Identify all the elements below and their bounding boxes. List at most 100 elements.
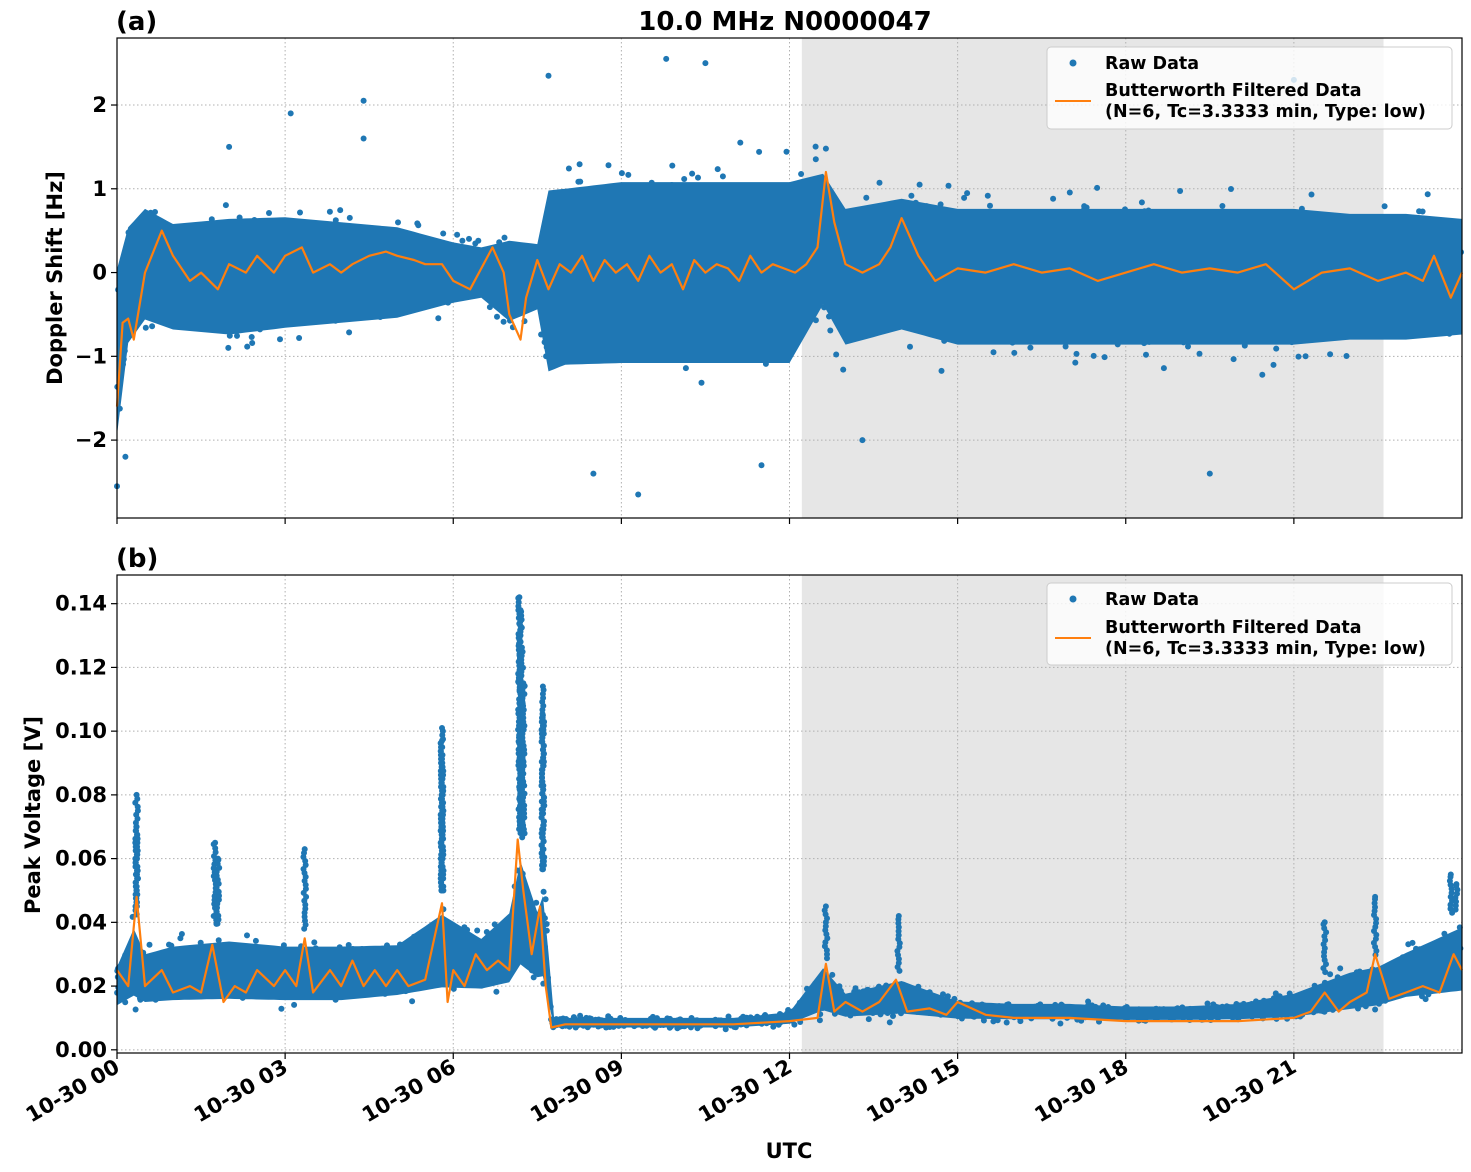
raw-data-point — [454, 231, 461, 238]
raw-data-point — [360, 135, 367, 142]
raw-data-point — [287, 110, 294, 117]
y-tick-label: 2 — [92, 93, 107, 117]
x-tick-label: 10-30 00 — [22, 1055, 124, 1128]
y-tick-label: 0.10 — [55, 719, 107, 743]
raw-data-point — [472, 240, 479, 247]
raw-data-point — [681, 176, 688, 182]
raw-data-point — [301, 850, 307, 856]
raw-data-point — [1160, 365, 1167, 372]
panel-a-ylabel: Doppler Shift [Hz] — [43, 171, 67, 385]
raw-data-point — [719, 173, 726, 180]
raw-data-point — [833, 351, 840, 358]
panel-a-legend-box — [1046, 46, 1453, 130]
panel-a-legend: Raw Data Butterworth Filtered Data (N=6,… — [1046, 46, 1453, 130]
panel-b-x-ticks: 10-30 00 10-30 03 10-30 06 10-30 09 10-30 12… — [22, 1053, 1300, 1128]
x-tick-label: 10-30 12 — [694, 1055, 796, 1128]
raw-data-point — [758, 462, 765, 469]
y-tick-label: 0.02 — [55, 974, 107, 998]
raw-data-point — [146, 941, 153, 948]
raw-data-point — [798, 171, 805, 177]
raw-data-point — [1094, 184, 1101, 191]
filtered-data-line — [116, 838, 1463, 1029]
x-tick-label: 10-30 06 — [358, 1055, 460, 1128]
raw-data-point — [1327, 351, 1334, 358]
raw-data-point — [1230, 356, 1237, 363]
raw-data-point — [234, 332, 240, 339]
raw-data-point — [1081, 203, 1088, 210]
panel-a-doppler-shift: (a) 10.0 MHz N0000047 −2 −1 0 1 2 Doppler Sh… — [43, 7, 1464, 524]
raw-data-point — [1050, 195, 1057, 202]
raw-data-point — [886, 1019, 893, 1026]
raw-data-point — [1272, 990, 1279, 997]
raw-data-point — [249, 340, 256, 346]
y-tick-label: 0.08 — [55, 783, 107, 807]
raw-data-point — [938, 367, 945, 374]
raw-data-point — [291, 1001, 298, 1008]
panel-b-legend: Raw Data Butterworth Filtered Data (N=6,… — [1046, 582, 1453, 666]
raw-data-point — [226, 143, 233, 150]
raw-data-point — [1343, 353, 1350, 359]
raw-data-point — [222, 202, 229, 209]
panel-b-label: (b) — [116, 544, 158, 574]
raw-data-point — [756, 148, 763, 155]
raw-data-point — [1424, 191, 1431, 198]
raw-data-point — [1143, 351, 1149, 358]
panel-a-legend-filtered-label-2: (N=6, Tc=3.3333 min, Type: low) — [1105, 102, 1426, 122]
y-tick-label: −1 — [75, 344, 107, 368]
raw-data-point — [500, 318, 507, 325]
raw-data-point — [1003, 1019, 1010, 1026]
raw-data-point — [577, 178, 584, 185]
raw-data-point — [133, 827, 140, 834]
raw-data-point — [1085, 998, 1092, 1005]
raw-data-point — [1337, 965, 1344, 972]
panel-b-filtered-line — [116, 838, 1463, 1029]
x-tick-label: 10-30 18 — [1030, 1055, 1132, 1128]
raw-data-point — [225, 344, 232, 351]
raw-data-point — [337, 207, 344, 214]
panel-a-label: (a) — [116, 7, 157, 37]
raw-data-point — [518, 608, 525, 615]
raw-data-point — [142, 324, 149, 331]
raw-data-point — [783, 148, 790, 155]
raw-data-point — [605, 162, 612, 169]
raw-data-point — [821, 907, 828, 914]
raw-data-point — [248, 334, 255, 340]
raw-data-point — [1185, 343, 1191, 350]
raw-data-point — [1381, 203, 1388, 210]
raw-data-point — [827, 327, 834, 334]
raw-data-point — [415, 222, 422, 229]
raw-data-point — [177, 935, 184, 942]
raw-data-point — [859, 437, 866, 444]
y-tick-label: 0.06 — [55, 847, 107, 871]
raw-data-point — [1228, 186, 1234, 192]
panel-b-raw-data-points — [114, 594, 1464, 1033]
raw-data-point — [215, 856, 222, 863]
raw-data-point — [1066, 189, 1073, 196]
raw-data-point — [865, 1016, 872, 1023]
panel-b-y-ticks: 0.00 0.02 0.04 0.06 0.08 0.10 0.12 0.14 — [55, 592, 117, 1062]
raw-data-point — [625, 171, 632, 178]
raw-data-point — [908, 192, 915, 199]
raw-data-point — [244, 343, 251, 350]
raw-data-point — [474, 927, 481, 934]
raw-data-point — [516, 636, 523, 643]
raw-data-point — [215, 937, 222, 944]
raw-data-point — [1327, 971, 1334, 978]
raw-data-point — [1204, 1000, 1211, 1007]
raw-data-point — [149, 323, 156, 330]
raw-data-point — [1011, 349, 1018, 356]
raw-data-point — [907, 343, 913, 350]
raw-data-point — [669, 162, 676, 169]
raw-data-point — [714, 166, 721, 173]
y-tick-label: 0.04 — [55, 910, 107, 934]
panel-a-legend-raw-marker — [1069, 59, 1077, 67]
raw-data-point — [635, 491, 642, 498]
raw-data-dense-band — [117, 173, 1462, 436]
raw-data-point — [961, 194, 968, 201]
panel-a-x-ticks — [116, 518, 1295, 524]
panel-a-filtered-line — [115, 170, 1464, 407]
raw-data-point — [816, 1017, 823, 1024]
raw-data-point — [409, 998, 416, 1005]
raw-data-point — [840, 366, 847, 373]
